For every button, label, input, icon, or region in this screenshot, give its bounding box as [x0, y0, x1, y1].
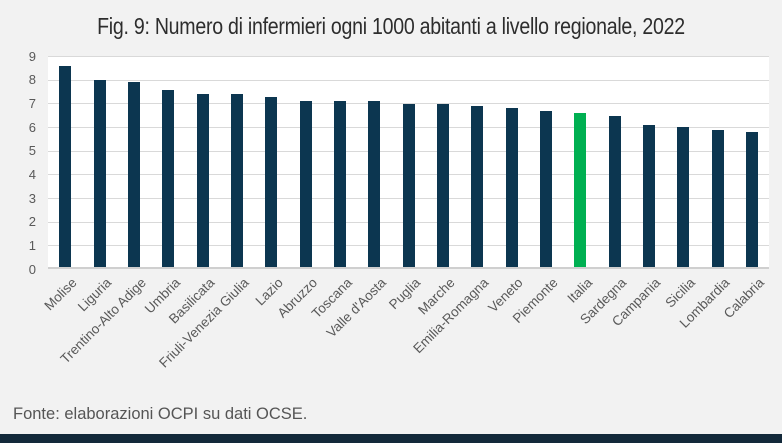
bar — [745, 132, 758, 267]
bar — [677, 127, 690, 267]
footer-brand-bar — [0, 434, 782, 443]
bar — [333, 101, 346, 267]
gridline — [48, 56, 769, 57]
bar — [196, 94, 209, 267]
source-note: Fonte: elaborazioni OCPI su dati OCSE. — [13, 405, 308, 423]
bar — [265, 96, 278, 267]
bar — [230, 94, 243, 267]
bar — [162, 89, 175, 267]
bar — [505, 108, 518, 267]
y-tick-label: 0 — [28, 261, 36, 277]
y-tick-label: 5 — [28, 143, 36, 159]
gridline — [48, 79, 769, 81]
y-tick-label: 1 — [28, 237, 36, 253]
x-category-label: Molise — [41, 275, 80, 314]
y-tick-label: 7 — [28, 95, 36, 111]
bar — [368, 101, 381, 267]
bar — [642, 125, 655, 267]
bar — [299, 101, 312, 267]
bar — [539, 110, 552, 267]
chart-title: Fig. 9: Numero di infermieri ogni 1000 a… — [97, 13, 685, 39]
bar — [471, 106, 484, 267]
bar — [93, 80, 106, 267]
bar — [608, 115, 621, 267]
bar — [711, 129, 724, 267]
y-tick-label: 9 — [28, 48, 36, 64]
x-category-label: Italia — [563, 275, 595, 306]
plot-area — [48, 56, 769, 269]
y-tick-label: 4 — [28, 166, 36, 182]
bar — [436, 103, 449, 267]
bar — [127, 82, 140, 267]
y-tick-label: 8 — [28, 72, 36, 88]
y-tick-label: 2 — [28, 214, 36, 230]
bar — [59, 65, 72, 267]
bar-highlighted — [574, 113, 587, 267]
y-tick-label: 3 — [28, 190, 36, 206]
bar — [402, 103, 415, 267]
y-tick-label: 6 — [28, 119, 36, 135]
